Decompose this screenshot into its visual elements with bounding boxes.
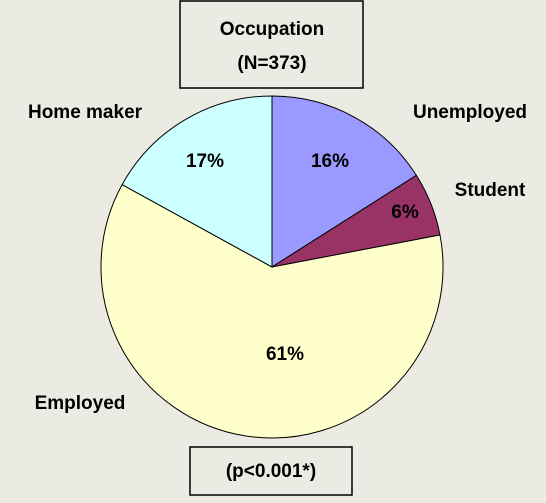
title-box — [179, 0, 364, 89]
chart-subtitle: (N=373) — [237, 53, 306, 74]
category-label: Home maker — [28, 102, 143, 123]
category-label: Employed — [35, 393, 126, 414]
value-label: 16% — [311, 151, 349, 172]
category-label: Unemployed — [413, 102, 527, 123]
pie-slice — [271, 95, 418, 268]
value-label: 17% — [186, 151, 224, 172]
value-label: 61% — [266, 344, 304, 365]
pie-slice — [121, 95, 273, 268]
value-label: 6% — [391, 202, 419, 223]
chart-title: Occupation — [220, 19, 325, 40]
category-label: Student — [455, 180, 526, 201]
annotation: (p<0.001*) — [226, 461, 316, 482]
annotation-box — [189, 446, 353, 496]
pie-slice — [100, 183, 444, 439]
